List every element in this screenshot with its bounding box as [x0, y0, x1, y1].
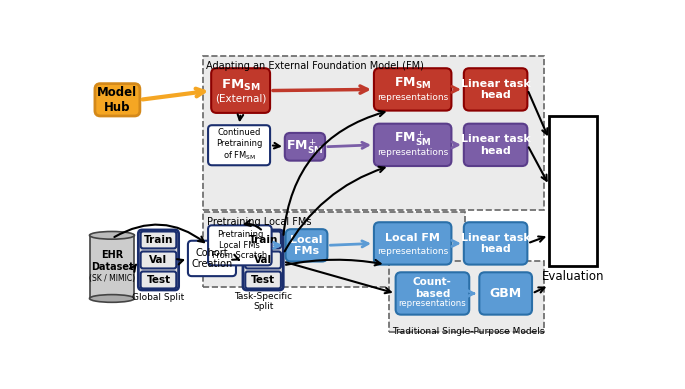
Text: Local FM: Local FM: [385, 233, 440, 243]
FancyBboxPatch shape: [245, 252, 281, 268]
Text: Continued
Pretraining
of FM$_\mathregular{SM}$: Continued Pretraining of FM$_\mathregula…: [216, 128, 262, 162]
Text: Traditional Single-Purpose Models: Traditional Single-Purpose Models: [393, 327, 545, 336]
Text: FM$^+_\mathregular{SM}$: FM$^+_\mathregular{SM}$: [286, 137, 323, 156]
FancyBboxPatch shape: [396, 272, 469, 315]
Text: Pretraining
Local FMs
From Scratch: Pretraining Local FMs From Scratch: [212, 230, 267, 260]
Text: Model
Hub: Model Hub: [97, 86, 138, 114]
FancyBboxPatch shape: [245, 272, 281, 289]
Ellipse shape: [90, 231, 134, 239]
FancyBboxPatch shape: [243, 230, 284, 290]
Text: Cohort
Creation: Cohort Creation: [191, 248, 233, 269]
Text: Linear task
head: Linear task head: [461, 233, 530, 254]
Text: Pretraining Local FMs: Pretraining Local FMs: [206, 217, 311, 227]
FancyBboxPatch shape: [374, 222, 451, 265]
FancyBboxPatch shape: [140, 272, 176, 289]
Text: GBM: GBM: [490, 287, 522, 300]
FancyBboxPatch shape: [374, 124, 451, 166]
Text: FM$^+_\mathregular{SM}$: FM$^+_\mathregular{SM}$: [394, 129, 432, 148]
Text: Test: Test: [251, 275, 275, 285]
Text: Linear task
head: Linear task head: [461, 79, 530, 100]
Text: (External): (External): [215, 93, 266, 103]
FancyBboxPatch shape: [140, 252, 176, 268]
FancyBboxPatch shape: [140, 231, 176, 249]
Text: Evaluation: Evaluation: [542, 270, 604, 284]
Text: (SK / MIMIC): (SK / MIMIC): [89, 274, 135, 283]
Text: Train: Train: [249, 235, 278, 245]
Text: Val: Val: [254, 255, 272, 265]
Text: Task-Specific
Split: Task-Specific Split: [234, 292, 292, 311]
FancyBboxPatch shape: [95, 84, 140, 116]
Bar: [203, 212, 465, 287]
FancyBboxPatch shape: [188, 241, 236, 276]
Text: representations: representations: [399, 299, 466, 308]
Text: representations: representations: [377, 247, 448, 256]
FancyBboxPatch shape: [464, 68, 527, 110]
FancyBboxPatch shape: [286, 229, 327, 261]
Text: Count-
based: Count- based: [413, 277, 452, 299]
Bar: [90, 235, 134, 298]
Bar: [390, 261, 545, 331]
Text: representations: representations: [377, 148, 448, 157]
FancyBboxPatch shape: [374, 68, 451, 110]
FancyBboxPatch shape: [208, 125, 270, 165]
FancyBboxPatch shape: [138, 230, 179, 290]
FancyBboxPatch shape: [211, 68, 270, 113]
Bar: [203, 56, 545, 210]
Text: EHR
Dataset: EHR Dataset: [90, 250, 134, 272]
Text: Local
FMs: Local FMs: [290, 235, 323, 256]
FancyBboxPatch shape: [464, 222, 527, 265]
FancyBboxPatch shape: [479, 272, 532, 315]
Text: representations: representations: [377, 93, 448, 102]
Text: Linear task
head: Linear task head: [461, 134, 530, 156]
FancyBboxPatch shape: [285, 133, 325, 161]
FancyBboxPatch shape: [464, 124, 527, 166]
FancyBboxPatch shape: [245, 231, 281, 249]
Text: FM$_\mathregular{SM}$: FM$_\mathregular{SM}$: [221, 78, 260, 93]
Text: Val: Val: [149, 255, 168, 265]
Text: Global Split: Global Split: [132, 293, 184, 302]
FancyBboxPatch shape: [208, 225, 272, 265]
Text: Train: Train: [144, 235, 173, 245]
Text: Test: Test: [147, 275, 171, 285]
Bar: [549, 116, 597, 266]
Text: Adapting an External Foundation Model (FM): Adapting an External Foundation Model (F…: [206, 61, 423, 70]
Text: FM$_\mathregular{SM}$: FM$_\mathregular{SM}$: [394, 76, 432, 91]
Ellipse shape: [90, 294, 134, 302]
